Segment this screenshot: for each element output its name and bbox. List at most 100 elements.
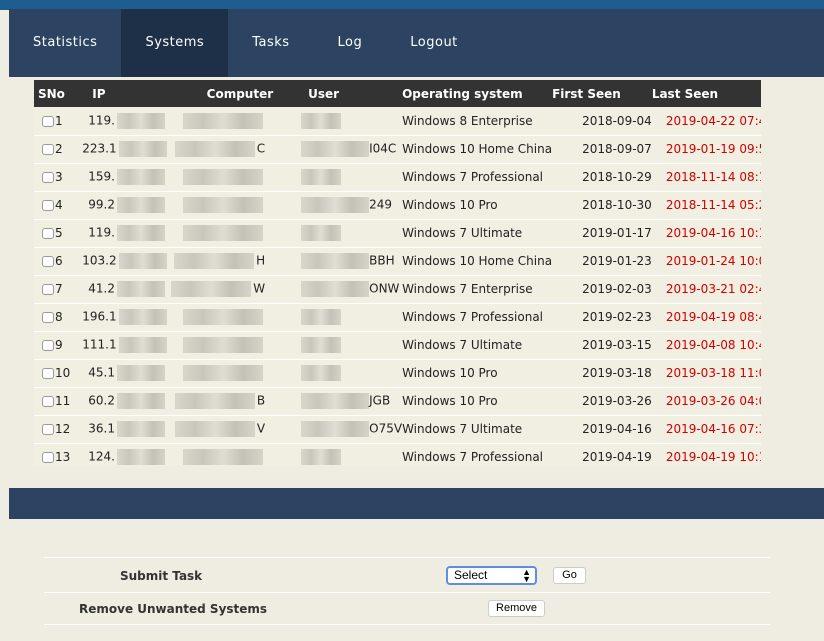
row-checkbox[interactable] xyxy=(42,172,54,183)
first-seen-cell: 2019-04-16 xyxy=(552,415,652,444)
ip: 119. xyxy=(88,225,115,240)
ip-cell: 223.1 xyxy=(70,135,167,164)
ip: 223.1 xyxy=(82,141,117,156)
os-cell: Windows 8 Enterprise xyxy=(402,107,553,136)
submit-task-label: Submit Task xyxy=(120,569,203,583)
sno-cell: 2 xyxy=(34,135,71,164)
redacted-block xyxy=(301,197,370,213)
row-checkbox[interactable] xyxy=(42,228,54,239)
sno-cell: 7 xyxy=(34,275,71,304)
column-header: Operating system xyxy=(402,80,553,107)
os-cell: Windows 10 Pro xyxy=(402,359,553,388)
last-seen-cell: 2018-11-14 05:28:02 xyxy=(651,191,761,220)
table-row: 13 124. Windows 7 Professional 2019-04-19 20… xyxy=(34,443,761,466)
computer-cell xyxy=(166,219,274,248)
redacted-block xyxy=(174,141,255,157)
user: ONW xyxy=(369,281,400,296)
row-checkbox[interactable] xyxy=(42,200,54,211)
redacted-block xyxy=(171,281,252,297)
row-checkbox[interactable] xyxy=(42,424,54,435)
table-row: 7 41.2 W ONW Windows 7 Enterprise 2019-02-03 2… xyxy=(34,275,761,304)
computer: H xyxy=(256,253,266,268)
redacted-block xyxy=(117,112,165,129)
computer-cell xyxy=(166,359,274,388)
divider xyxy=(44,624,770,625)
ip: 159. xyxy=(88,169,115,184)
sno: 10 xyxy=(55,366,71,380)
redacted-block xyxy=(183,169,264,185)
sno: 12 xyxy=(55,422,71,436)
ip: 99.2 xyxy=(88,197,115,212)
redacted-block xyxy=(117,421,165,437)
sno-cell: 6 xyxy=(34,247,71,276)
computer: V xyxy=(256,421,266,436)
first-seen-cell: 2019-01-23 xyxy=(552,247,652,276)
redacted-block xyxy=(117,169,165,185)
row-checkbox[interactable] xyxy=(42,256,54,267)
user-cell xyxy=(273,359,403,388)
row-checkbox[interactable] xyxy=(42,312,54,323)
ip-cell: 41.2 xyxy=(70,275,167,304)
user: O75V xyxy=(369,421,403,436)
computer-cell: H xyxy=(166,247,274,276)
computer: C xyxy=(256,141,266,156)
ip-cell: 119. xyxy=(70,107,167,136)
user-cell xyxy=(273,303,403,332)
column-header: SNo xyxy=(34,80,71,107)
go-button[interactable]: Go xyxy=(553,567,586,584)
table-row: 9 111.1 Windows 7 Ultimate 2019-03-15 2019-0… xyxy=(34,331,761,360)
sno: 9 xyxy=(55,338,63,352)
row-checkbox[interactable] xyxy=(42,396,54,407)
nav-tasks[interactable]: Tasks xyxy=(252,35,290,50)
redacted-block xyxy=(301,141,370,157)
column-header: Last Seen xyxy=(651,80,761,107)
ip: 60.2 xyxy=(88,393,115,408)
task-select[interactable]: Select ▲ ▼ xyxy=(446,566,537,585)
sno: 11 xyxy=(55,394,71,408)
user-cell: O75V xyxy=(273,415,403,444)
redacted-block xyxy=(174,253,255,269)
os-cell: Windows 7 Professional xyxy=(402,443,553,466)
redacted-block xyxy=(183,365,264,381)
last-seen-cell: 2019-03-26 04:07:39 xyxy=(651,387,761,416)
redacted-block xyxy=(118,337,167,353)
user-cell: ONW xyxy=(273,275,403,304)
nav-statistics[interactable]: Statistics xyxy=(33,35,98,50)
redacted-block xyxy=(183,337,264,353)
sno-cell: 8 xyxy=(34,303,71,332)
ip: 111.1 xyxy=(82,337,117,352)
row-checkbox[interactable] xyxy=(42,452,54,463)
nav-logout[interactable]: Logout xyxy=(410,35,458,50)
row-checkbox[interactable] xyxy=(42,368,54,379)
nav-systems[interactable]: Systems xyxy=(121,9,229,77)
redacted-block xyxy=(117,197,165,213)
systems-table-container[interactable]: SNo IP Computer User Operating system First S… xyxy=(34,80,761,466)
redacted-block xyxy=(301,337,342,353)
remove-button[interactable]: Remove xyxy=(488,600,545,617)
last-seen-cell: 2019-01-19 09:57:07 xyxy=(651,135,761,164)
redacted-block xyxy=(117,449,165,465)
ip-cell: 99.2 xyxy=(70,191,167,220)
sno: 13 xyxy=(55,450,71,464)
table-row: 3 159. Windows 7 Professional 2018-10-29 201… xyxy=(34,163,761,192)
nav-log[interactable]: Log xyxy=(337,35,363,50)
first-seen-cell: 2019-01-17 xyxy=(552,219,652,248)
sno-cell: 9 xyxy=(34,331,71,360)
computer-cell xyxy=(166,303,274,332)
row-checkbox[interactable] xyxy=(42,340,54,351)
sno-cell: 13 xyxy=(34,443,71,466)
user-cell xyxy=(273,443,403,466)
redacted-block xyxy=(301,281,370,297)
row-checkbox[interactable] xyxy=(42,284,54,295)
os-cell: Windows 7 Enterprise xyxy=(402,275,553,304)
redacted-block xyxy=(183,112,264,129)
row-checkbox[interactable] xyxy=(42,115,54,127)
last-seen-cell: 2019-01-24 10:03:52 xyxy=(651,247,761,276)
ip-cell: 196.1 xyxy=(70,303,167,332)
ip-cell: 45.1 xyxy=(70,359,167,388)
first-seen-cell: 2019-04-19 xyxy=(552,443,652,466)
row-checkbox[interactable] xyxy=(42,144,54,155)
sno-cell: 10 xyxy=(34,359,71,388)
divider xyxy=(44,557,770,558)
redacted-block xyxy=(117,225,165,241)
